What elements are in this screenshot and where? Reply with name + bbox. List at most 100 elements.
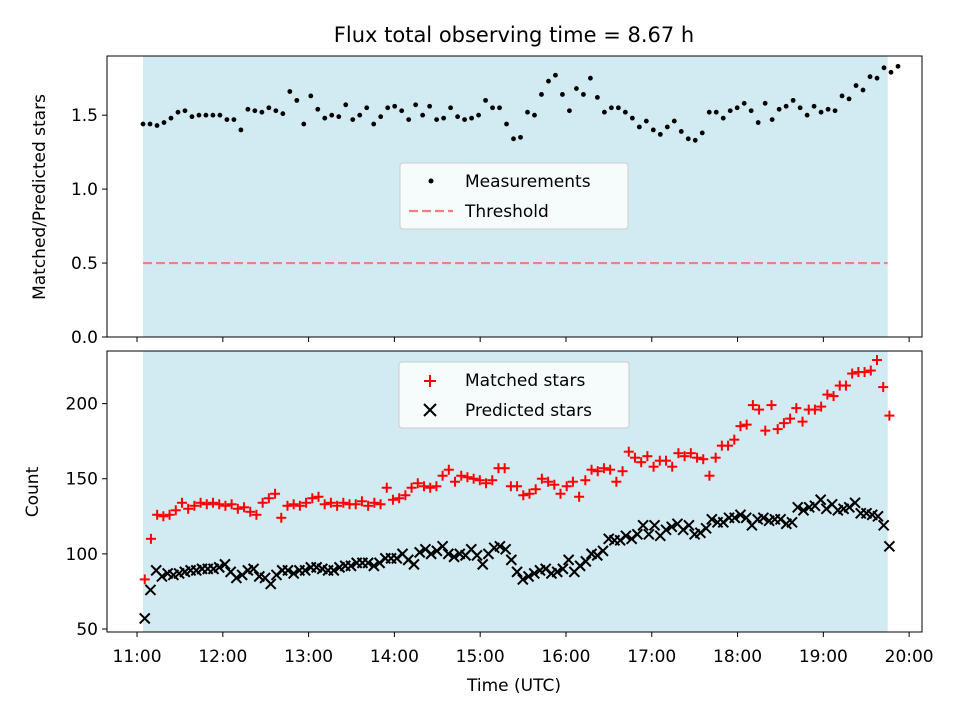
matched-star-marker: [176, 497, 187, 508]
measurement-point: [511, 136, 516, 142]
matched-star-marker: [325, 497, 336, 508]
measurement-point: [336, 114, 342, 120]
predicted-star-marker: [580, 555, 592, 568]
matched-star-marker: [623, 446, 634, 457]
measurement-point: [245, 106, 251, 112]
matched-star-marker: [350, 499, 361, 510]
measurement-point: [567, 108, 572, 114]
matched-star-marker: [232, 503, 243, 514]
predicted-star-marker: [729, 512, 741, 524]
predicted-star-marker: [683, 519, 695, 532]
matched-star-marker: [791, 403, 802, 414]
measurement-point: [231, 117, 237, 122]
predicted-star-marker: [499, 543, 512, 556]
predicted-star-marker: [413, 546, 426, 559]
measurement-point: [420, 112, 426, 118]
matched-star-marker: [611, 476, 622, 487]
measurement-points: [140, 63, 901, 143]
measurement-point: [539, 92, 544, 97]
measurement-point: [427, 103, 433, 109]
measurement-point: [553, 72, 558, 78]
matched-star-marker: [617, 466, 628, 477]
matched-star-marker: [301, 497, 312, 508]
matched-star-marker: [418, 481, 429, 492]
measurement-point: [273, 108, 279, 114]
matched-star-marker: [710, 452, 721, 463]
measurement-point: [650, 127, 656, 133]
predicted-star-marker: [471, 549, 483, 562]
bottom-y-ticks: 50 100 150 200: [66, 395, 107, 640]
measurement-point: [434, 117, 440, 122]
bottom-y-tick-label: 200: [66, 395, 98, 415]
matched-star-marker: [809, 404, 820, 415]
matched-star-marker: [425, 482, 436, 493]
top-y-tick-label: 1.0: [71, 180, 98, 200]
top-y-tick-label: 0.5: [71, 254, 98, 274]
matched-star-marker: [431, 481, 442, 492]
predicted-star-marker: [213, 561, 225, 574]
measurement-point: [581, 92, 586, 97]
matched-star-marker: [729, 434, 740, 445]
x-tick-label: 18:00: [713, 647, 762, 667]
matched-star-marker: [636, 457, 647, 468]
matched-star-marker: [754, 404, 765, 415]
predicted-star-marker: [562, 554, 575, 566]
top-legend-box: [399, 162, 629, 230]
predicted-star-marker: [797, 504, 810, 516]
measurement-point: [238, 127, 244, 133]
matched-star-marker: [598, 463, 609, 474]
measurement-point: [783, 103, 789, 109]
predicted-star-marker: [265, 578, 277, 590]
measurement-point: [769, 117, 775, 122]
matched-star-marker: [412, 478, 423, 489]
matched-star-marker: [518, 490, 529, 501]
matched-star-marker: [772, 424, 783, 435]
matched-star-marker: [468, 473, 479, 484]
measurement-point: [818, 109, 824, 115]
predicted-star-marker: [643, 528, 655, 541]
matched-star-marker: [481, 478, 492, 489]
matched-star-marker: [592, 466, 603, 477]
predicted-star-marker: [219, 558, 231, 571]
top-y-axis-label: Matched/Predicted stars: [30, 94, 50, 300]
predicted-star-marker: [328, 564, 340, 577]
matched-star-marker: [785, 413, 796, 424]
measurement-point: [371, 121, 377, 127]
matched-star-marker: [356, 496, 367, 507]
matched-star-marker: [400, 490, 411, 501]
matched-star-marker: [698, 454, 709, 465]
matched-star-marker: [723, 440, 734, 451]
matched-star-marker: [183, 503, 194, 514]
predicted-star-marker: [872, 510, 884, 523]
threshold-legend-label: Threshold: [464, 202, 549, 222]
matched-star-marker: [555, 488, 566, 499]
matched-star-marker: [778, 418, 789, 429]
measurement-point: [622, 109, 628, 115]
measurement-point: [224, 117, 230, 122]
measurement-point: [762, 100, 768, 106]
predicted-star-marker: [362, 557, 374, 569]
bottom-panel: 50 100 150 200 11:00 12:00 13:00 14:00 15:00 16:…: [23, 350, 934, 696]
measurement-point: [748, 108, 754, 114]
matched-star-marker: [828, 391, 839, 402]
matched-star-marker: [170, 505, 181, 516]
matched-star-marker: [580, 475, 591, 486]
measurement-point: [161, 120, 167, 125]
predicted-star-marker: [631, 528, 644, 541]
matched-star-marker: [629, 452, 640, 463]
matched-star-marker: [512, 481, 523, 492]
predicted-star-marker: [448, 551, 460, 563]
measurement-point: [392, 103, 398, 109]
measurement-point: [203, 112, 209, 118]
measurement-point: [378, 114, 384, 120]
measurement-point: [364, 105, 370, 111]
bottom-y-tick-label: 150: [66, 470, 98, 490]
measurement-point: [601, 109, 607, 115]
measurement-point: [350, 117, 356, 122]
measurement-point: [483, 97, 488, 103]
bottom-y-tick-label: 50: [76, 620, 98, 640]
measurement-point: [685, 136, 691, 142]
measurement-point: [469, 115, 474, 121]
matched-star-marker: [319, 499, 330, 510]
